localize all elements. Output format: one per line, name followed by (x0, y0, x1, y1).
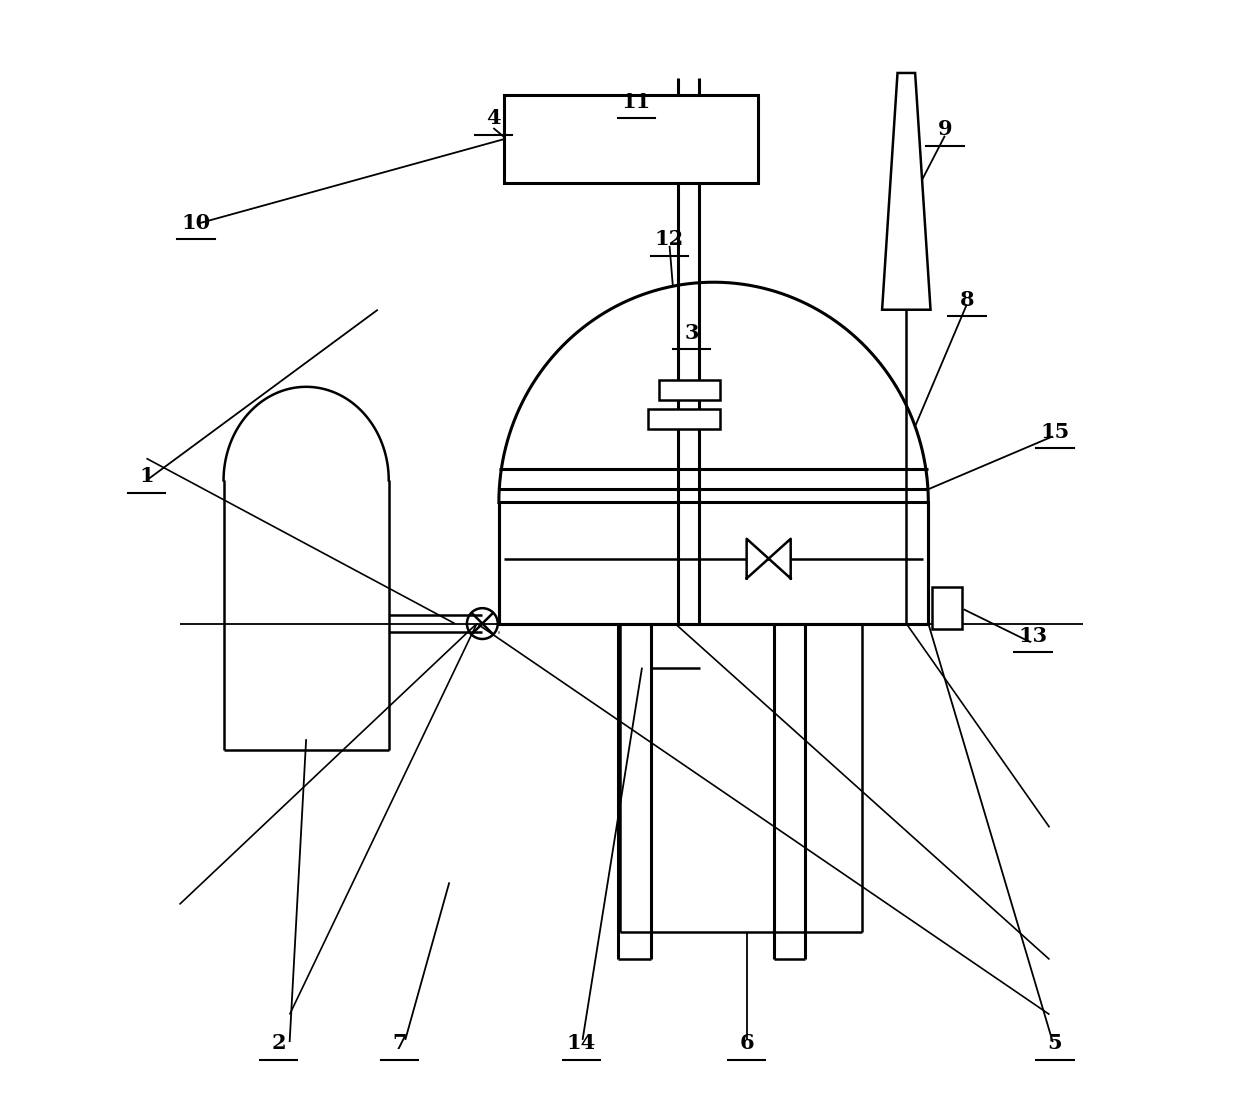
Text: 15: 15 (1040, 422, 1070, 442)
Bar (505, 95, 758, 183)
Text: 11: 11 (622, 92, 651, 112)
Text: 6: 6 (739, 1033, 754, 1053)
Text: 5: 5 (1048, 1033, 1063, 1053)
Polygon shape (882, 73, 930, 310)
Text: 3: 3 (684, 322, 699, 342)
Bar (931, 587, 962, 629)
Bar (649, 408, 719, 428)
Text: 12: 12 (655, 230, 684, 250)
Text: 1: 1 (139, 466, 154, 486)
Text: 7: 7 (393, 1033, 407, 1053)
Text: 2: 2 (272, 1033, 286, 1053)
Text: 8: 8 (960, 289, 975, 310)
Bar (498, 502, 929, 624)
Polygon shape (498, 283, 929, 502)
Text: 4: 4 (486, 108, 501, 128)
Bar (660, 380, 719, 400)
Text: 14: 14 (567, 1033, 596, 1053)
Text: 9: 9 (937, 119, 952, 139)
Text: 10: 10 (181, 213, 211, 233)
Text: 13: 13 (1018, 626, 1048, 646)
Polygon shape (746, 539, 769, 578)
Polygon shape (769, 539, 791, 578)
